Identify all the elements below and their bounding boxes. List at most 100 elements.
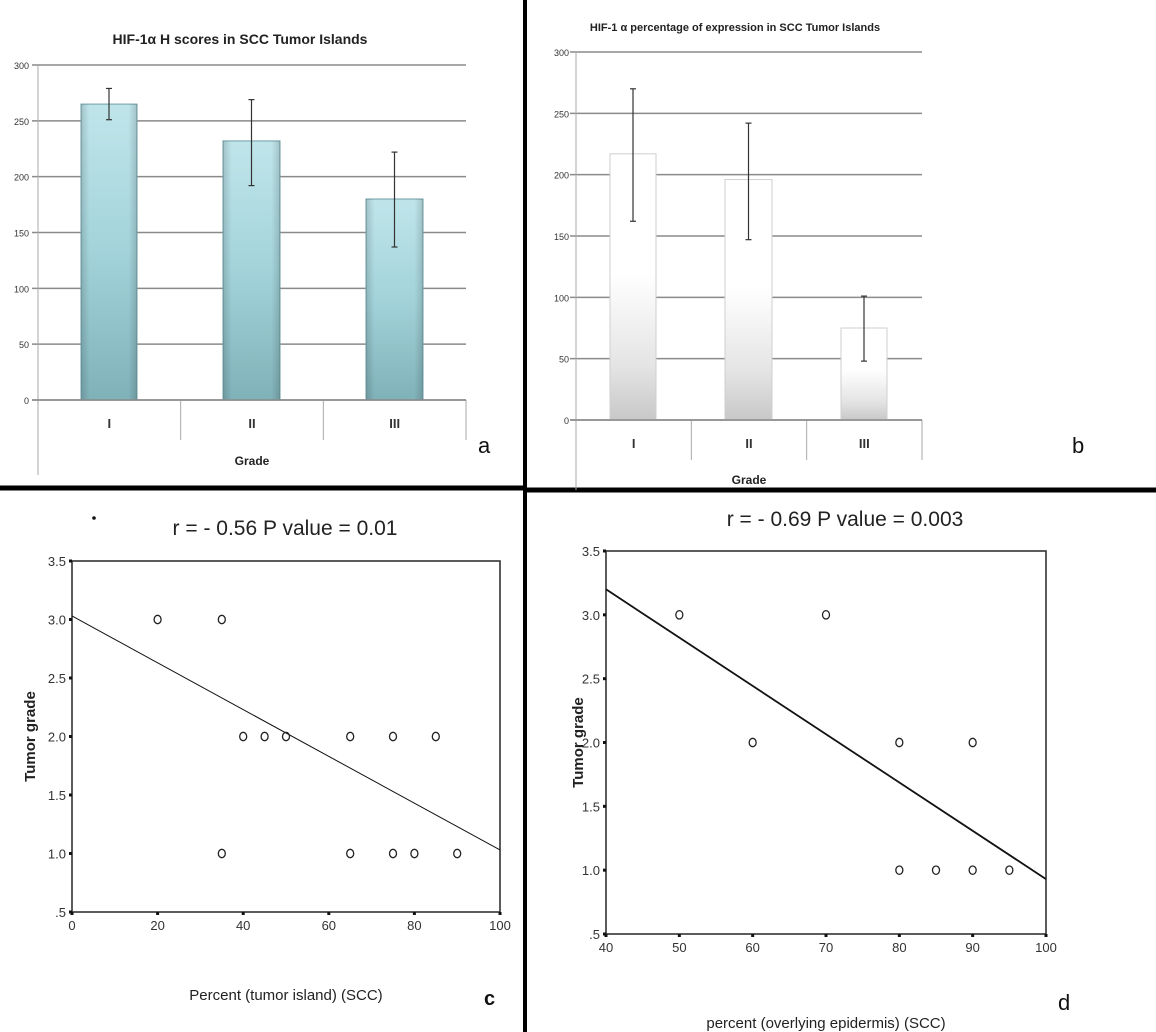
y-tick-mark xyxy=(69,559,72,563)
regression-line xyxy=(71,615,501,851)
y-tick-label: 200 xyxy=(554,171,569,181)
y-tick-label: 3.5 xyxy=(582,544,600,559)
data-point xyxy=(431,731,440,742)
y-tick-label: 150 xyxy=(554,232,569,242)
y-tick-label: 250 xyxy=(14,117,29,127)
panel-letter-c: c xyxy=(484,988,495,1010)
x-axis-label: Grade xyxy=(235,454,270,468)
x-tick-mark xyxy=(1044,934,1048,937)
x-tick-mark xyxy=(677,934,681,937)
x-tick-mark xyxy=(604,934,608,937)
x-tick-mark xyxy=(971,934,975,937)
x-tick-label: 0 xyxy=(68,918,75,933)
chart-title: r = - 0.69 P value = 0.003 xyxy=(727,508,964,531)
y-tick-label: 3.0 xyxy=(48,613,66,628)
y-tick-mark xyxy=(603,613,606,617)
y-tick-label: 250 xyxy=(554,109,569,119)
x-tick-label: II xyxy=(248,416,255,431)
y-tick-mark xyxy=(69,676,72,680)
y-tick-label: 3.0 xyxy=(582,608,600,623)
data-point xyxy=(346,731,355,742)
y-tick-mark xyxy=(603,741,606,744)
x-tick-label: I xyxy=(632,436,636,451)
chart-title: r = - 0.56 P value = 0.01 xyxy=(173,517,398,540)
data-point xyxy=(1005,865,1014,876)
panel-letter-a: a xyxy=(478,433,491,458)
data-point xyxy=(217,848,226,859)
y-tick-mark xyxy=(69,618,72,621)
data-point xyxy=(239,731,248,742)
x-tick-mark xyxy=(241,912,245,915)
data-point xyxy=(153,614,162,625)
y-tick-label: 2.0 xyxy=(582,736,600,751)
y-tick-label: 100 xyxy=(14,284,29,294)
x-tick-label: 80 xyxy=(407,918,421,933)
data-point xyxy=(453,848,462,859)
x-tick-label: 60 xyxy=(322,918,336,933)
y-tick-mark xyxy=(603,868,606,872)
chart-title: HIF-1 α percentage of expression in SCC … xyxy=(590,22,880,34)
y-tick-mark xyxy=(603,549,606,553)
stray-dot xyxy=(92,516,96,520)
data-point xyxy=(821,609,831,620)
data-point xyxy=(895,737,904,748)
y-tick-mark xyxy=(603,804,606,808)
x-tick-mark xyxy=(156,912,160,915)
data-point xyxy=(388,731,398,742)
bar-shade xyxy=(81,104,137,400)
x-tick-label: 50 xyxy=(672,940,686,955)
x-tick-label: 70 xyxy=(819,940,833,955)
data-point xyxy=(968,737,977,748)
y-tick-label: 50 xyxy=(19,340,29,350)
chart-title: HIF-1α H scores in SCC Tumor Islands xyxy=(113,31,368,47)
data-point xyxy=(748,737,757,748)
y-tick-label: 2.0 xyxy=(48,730,66,745)
y-tick-label: 0 xyxy=(24,396,29,406)
plot-frame xyxy=(71,560,501,913)
panel-letter-b: b xyxy=(1072,433,1084,458)
data-point xyxy=(675,609,684,620)
y-tick-mark xyxy=(69,793,72,797)
y-tick-label: .5 xyxy=(55,905,66,920)
y-tick-mark xyxy=(603,677,606,681)
y-tick-mark xyxy=(69,735,72,738)
data-point xyxy=(931,865,941,876)
y-axis-label: Tumor grade xyxy=(22,691,39,782)
x-tick-mark xyxy=(824,934,828,937)
x-tick-mark xyxy=(751,934,755,937)
panel-d-scatter-plot: r = - 0.69 P value = 0.003 .5 1.0 1.5 2.0 2.5… xyxy=(570,508,1057,1032)
x-tick-label: 80 xyxy=(892,940,906,955)
y-tick-label: 1.0 xyxy=(582,863,600,878)
data-point xyxy=(217,614,226,625)
plot-frame xyxy=(605,550,1047,935)
x-tick-label: 100 xyxy=(1035,940,1057,955)
y-tick-label: 300 xyxy=(554,48,569,58)
y-tick-label: 1.5 xyxy=(48,788,66,803)
data-point xyxy=(895,865,904,876)
x-tick-label: 90 xyxy=(965,940,979,955)
data-point xyxy=(388,848,398,859)
x-tick-label: 40 xyxy=(236,918,250,933)
data-point xyxy=(260,731,269,742)
x-axis-label: Percent (tumor island) (SCC) xyxy=(189,987,382,1004)
x-axis-label: Grade xyxy=(732,473,767,487)
x-tick-label: 100 xyxy=(489,918,511,933)
y-tick-mark xyxy=(69,852,72,855)
x-tick-mark xyxy=(498,912,502,915)
y-tick-label: 300 xyxy=(14,61,29,71)
y-tick-label: 150 xyxy=(14,229,29,239)
x-tick-mark xyxy=(70,912,74,915)
y-tick-label: 1.0 xyxy=(48,847,66,862)
regression-line xyxy=(605,588,1047,880)
panel-b-bar-chart: HIF-1 α percentage of expression in SCC … xyxy=(554,22,923,490)
panel-c-scatter-plot: r = - 0.56 P value = 0.01 .5 1.0 1.5 2.0 2.5 3… xyxy=(22,516,511,1004)
y-tick-label: 2.5 xyxy=(48,671,66,686)
panel-letter-d: d xyxy=(1058,990,1070,1015)
x-tick-label: 20 xyxy=(150,918,164,933)
y-tick-label: .5 xyxy=(589,927,600,942)
data-point xyxy=(281,731,291,742)
y-tick-label: 50 xyxy=(559,355,569,365)
panel-a-bar-chart: HIF-1α H scores in SCC Tumor Islands 0 50 1… xyxy=(14,31,467,475)
x-tick-label: III xyxy=(859,436,870,451)
